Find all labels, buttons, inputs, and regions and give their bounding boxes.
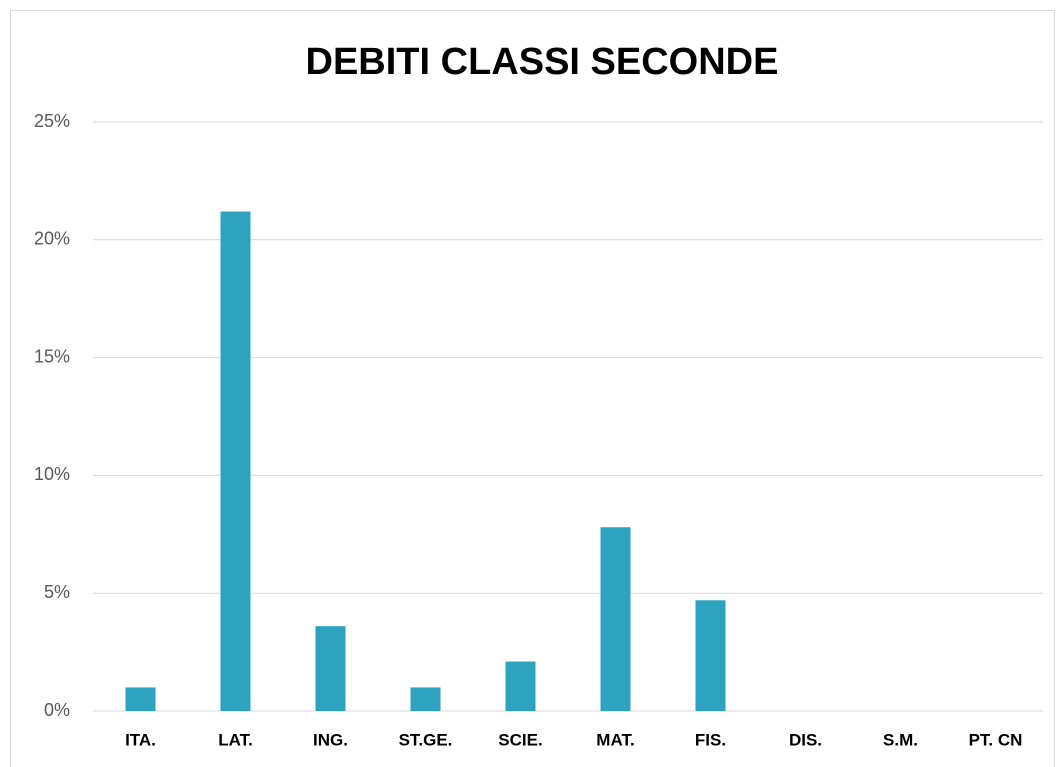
y-tick-label: 5% [44,582,70,602]
x-tick-label: SCIE. [498,730,542,749]
x-tick-label: PT. CN [969,730,1023,749]
bar [600,527,631,711]
x-tick-label: LAT. [218,730,253,749]
bar [505,661,536,711]
x-tick-label: FIS. [695,730,726,749]
bar [220,211,251,711]
chart-frame [10,10,1055,767]
bar [315,626,346,711]
bar [695,600,726,711]
y-tick-label: 25% [34,111,70,131]
bar [410,687,441,711]
x-tick-label: ING. [313,730,348,749]
x-tick-label: MAT. [596,730,634,749]
y-tick-label: 10% [34,464,70,484]
y-tick-label: 0% [44,700,70,720]
y-tick-label: 20% [34,229,70,249]
bar [125,687,156,711]
x-tick-label: ST.GE. [399,730,453,749]
chart-title: DEBITI CLASSI SECONDE [306,41,779,83]
x-tick-label: DIS. [789,730,822,749]
x-tick-label: S.M. [883,730,918,749]
y-tick-label: 15% [34,346,70,366]
x-tick-label: ITA. [125,730,156,749]
